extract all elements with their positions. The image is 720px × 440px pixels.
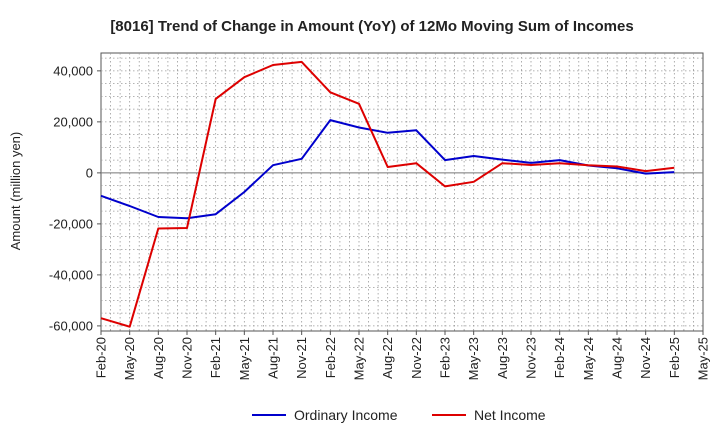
y-tick-label: 20,000 (53, 114, 93, 129)
x-tick-label: Nov-21 (294, 337, 309, 379)
x-tick-label: May-22 (352, 337, 367, 380)
grid-layer (100, 52, 704, 332)
series-line-net-income (100, 60, 675, 328)
legend-label: Net Income (474, 407, 546, 423)
x-tick-label: Feb-25 (667, 337, 682, 378)
y-tick-labels: 40,000 20,000 0 -20,000 -40,000 -60,000 (49, 63, 101, 333)
chart-title: [8016] Trend of Change in Amount (YoY) o… (110, 18, 633, 35)
plot-frame (100, 52, 704, 332)
y-tick-label: -40,000 (49, 267, 93, 282)
legend-label: Ordinary Income (294, 407, 398, 423)
x-tick-label: Aug-23 (495, 337, 510, 379)
x-tick-labels: Feb-20 May-20 Aug-20 Nov-20 Feb-21 May-21 Aug-… (94, 331, 711, 380)
x-tick-label: Feb-24 (552, 337, 567, 378)
x-tick-label: May-20 (122, 337, 137, 380)
x-tick-label: May-24 (581, 337, 596, 380)
x-tick-label: Aug-20 (151, 337, 166, 379)
x-tick-label: Nov-20 (180, 337, 195, 379)
x-tick-label: Feb-20 (94, 337, 109, 378)
x-tick-label: Nov-24 (638, 337, 653, 379)
x-tick-label: May-23 (466, 337, 481, 380)
x-tick-label: Feb-23 (438, 337, 453, 378)
x-tick-label: Nov-22 (409, 337, 424, 379)
y-tick-label: -20,000 (49, 216, 93, 231)
y-axis-label: Amount (million yen) (8, 132, 23, 251)
series-layer (100, 60, 675, 328)
x-tick-label: May-25 (696, 337, 711, 380)
x-tick-label: Feb-21 (208, 337, 223, 378)
y-tick-label: 0 (86, 165, 93, 180)
x-tick-label: Aug-24 (610, 337, 625, 379)
y-tick-label: -60,000 (49, 318, 93, 333)
legend: Ordinary Income Net Income (252, 407, 546, 423)
x-tick-label: Aug-21 (266, 337, 281, 379)
x-tick-label: Feb-22 (323, 337, 338, 378)
x-tick-label: Nov-23 (524, 337, 539, 379)
x-tick-label: Aug-22 (380, 337, 395, 379)
x-tick-label: May-21 (237, 337, 252, 380)
y-tick-label: 40,000 (53, 63, 93, 78)
